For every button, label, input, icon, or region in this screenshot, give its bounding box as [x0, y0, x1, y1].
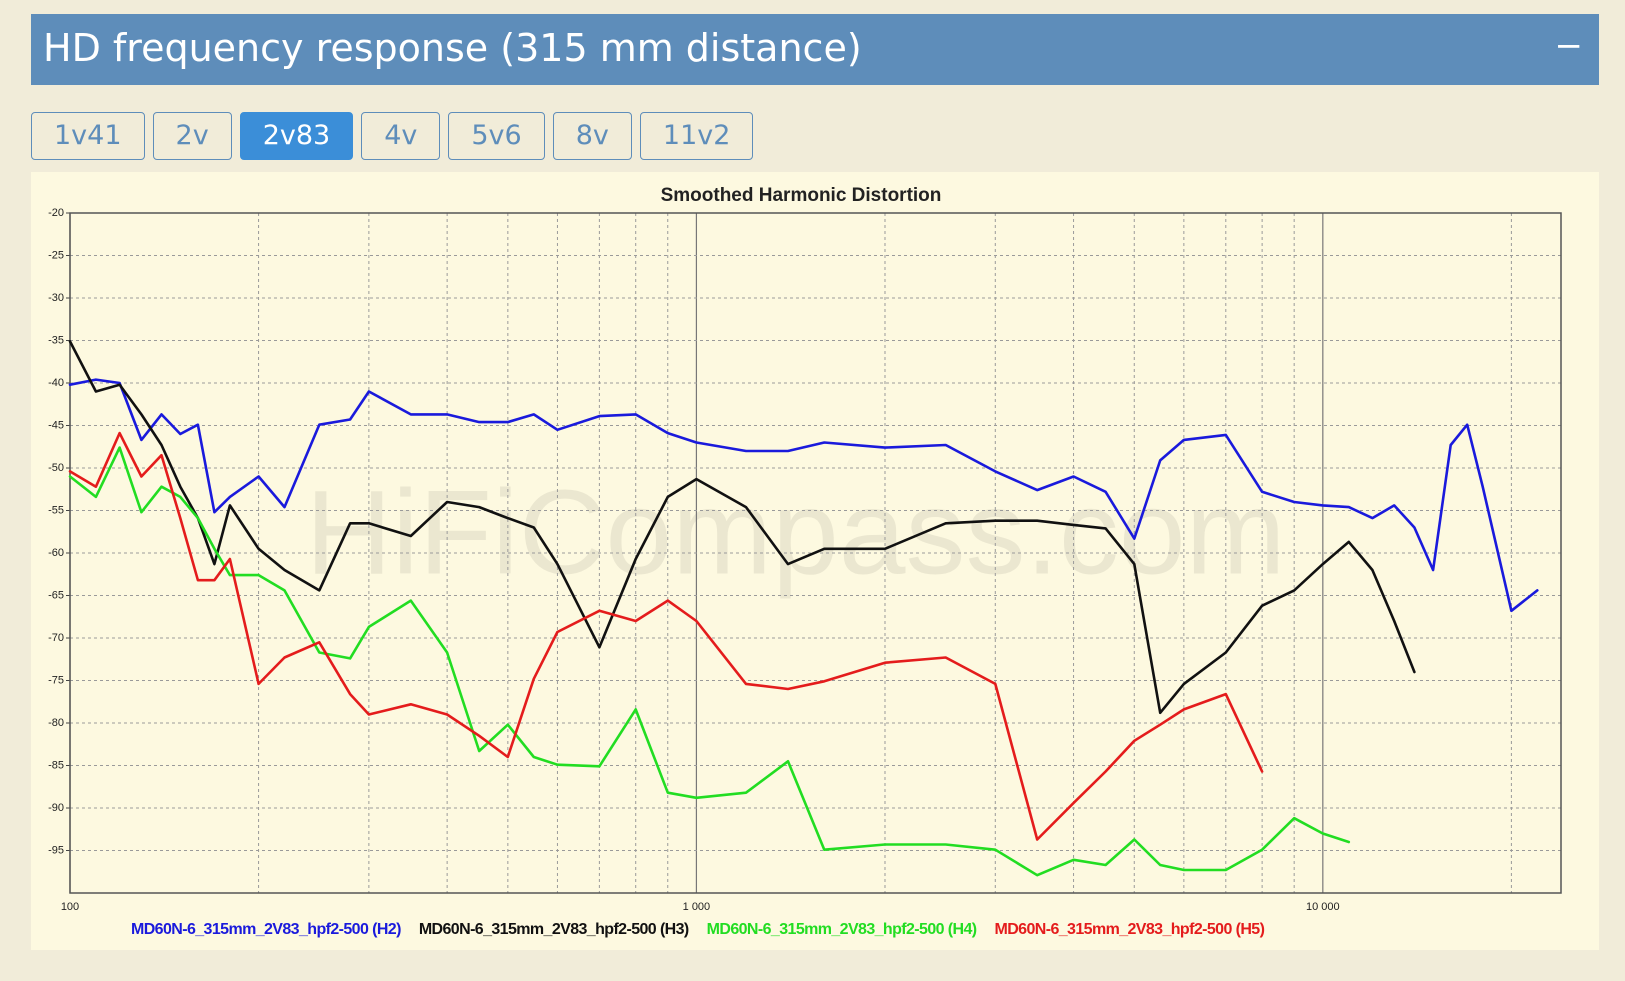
tab-button[interactable]: 11v2: [639, 112, 754, 160]
y-tick-label: -55: [48, 504, 64, 516]
y-tick-label: -70: [48, 632, 64, 644]
header-title: HD frequency response (315 mm distance): [43, 26, 862, 70]
chart-title: Smoothed Harmonic Distortion: [661, 185, 942, 206]
y-tick-label: -40: [48, 377, 64, 389]
tab-button[interactable]: 5v6: [448, 112, 545, 160]
y-tick-label: -75: [48, 674, 64, 686]
y-tick-label: -80: [48, 717, 64, 729]
tab-button[interactable]: 1v41: [31, 112, 145, 160]
y-tick-label: -50: [48, 462, 64, 474]
y-tick-label: -60: [48, 547, 64, 559]
y-tick-label: -65: [48, 589, 64, 601]
chart-panel: Smoothed Harmonic Distortion HiFiCompass…: [31, 172, 1599, 950]
y-tick-label: -35: [48, 334, 64, 346]
tab-button[interactable]: 8v: [552, 112, 632, 160]
plot-border: [69, 212, 1562, 894]
series-line: [68, 446, 1351, 877]
legend-entry: MD60N-6_315mm_2V83_hpf2-500 (H5): [994, 921, 1264, 938]
header-bar: HD frequency response (315 mm distance) …: [31, 14, 1599, 85]
tab-bar: 1v41 2v 2v83 4v 5v6 8v 11v2: [31, 112, 754, 160]
collapse-button[interactable]: −: [1554, 26, 1584, 66]
y-tick-label: -45: [48, 419, 64, 431]
x-tick-label: 100: [61, 901, 79, 913]
watermark: HiFiCompass.com: [305, 466, 1285, 600]
y-tick-label: -90: [48, 802, 64, 814]
tab-button[interactable]: 2v83: [239, 112, 354, 160]
legend-entry: MD60N-6_315mm_2V83_hpf2-500 (H3): [419, 921, 689, 938]
legend-entry: MD60N-6_315mm_2V83_hpf2-500 (H2): [131, 921, 401, 938]
series-line: [68, 378, 1539, 613]
chart: Smoothed Harmonic Distortion HiFiCompass…: [48, 185, 1562, 938]
y-tick-label: -85: [48, 759, 64, 771]
series-line: [68, 431, 1264, 841]
y-tick-label: -20: [48, 207, 64, 219]
tab-button[interactable]: 4v: [361, 112, 441, 160]
tab-button[interactable]: 2v: [152, 112, 232, 160]
y-tick-label: -95: [48, 844, 64, 856]
x-tick-label: 1 000: [683, 901, 711, 913]
legend-entry: MD60N-6_315mm_2V83_hpf2-500 (H4): [707, 921, 977, 938]
y-tick-label: -30: [48, 292, 64, 304]
y-tick-label: -25: [48, 249, 64, 261]
x-tick-label: 10 000: [1306, 901, 1340, 913]
